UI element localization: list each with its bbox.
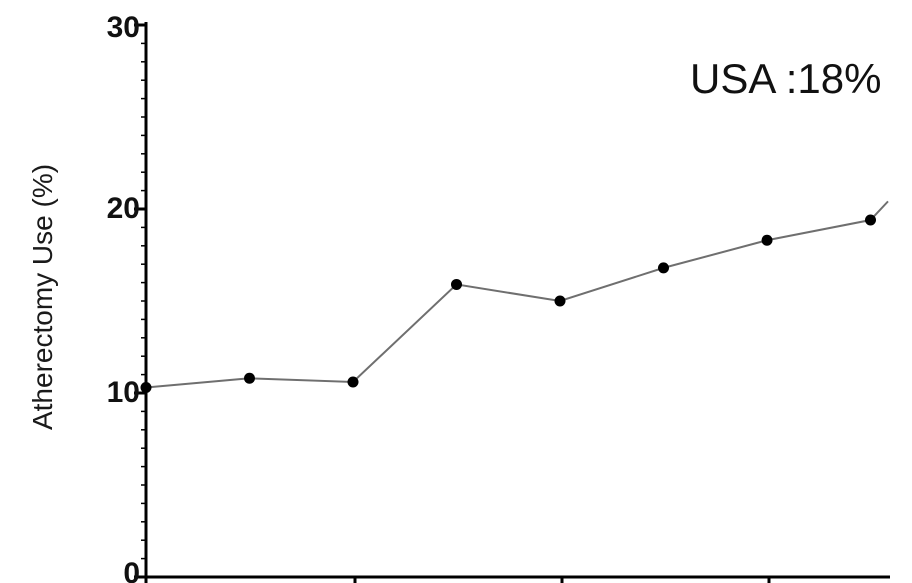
usa-annotation: USA :18% bbox=[690, 55, 881, 102]
data-point bbox=[140, 381, 152, 393]
data-point bbox=[244, 372, 255, 384]
data-point bbox=[451, 278, 462, 290]
y-tick-label-20: 20 bbox=[107, 192, 140, 225]
data-point bbox=[865, 214, 876, 226]
series-line bbox=[145, 200, 889, 389]
y-tick-label-0: 0 bbox=[123, 557, 140, 583]
data-points bbox=[140, 214, 876, 393]
axis-ticks bbox=[134, 23, 771, 583]
data-point bbox=[347, 376, 359, 388]
y-tick-label-10: 10 bbox=[107, 376, 140, 409]
y-tick-label-30: 30 bbox=[107, 11, 140, 44]
data-point bbox=[761, 234, 773, 246]
data-point bbox=[554, 295, 566, 307]
data-point bbox=[658, 262, 669, 274]
y-axis-title: Atherectomy Use (%) bbox=[27, 164, 58, 430]
